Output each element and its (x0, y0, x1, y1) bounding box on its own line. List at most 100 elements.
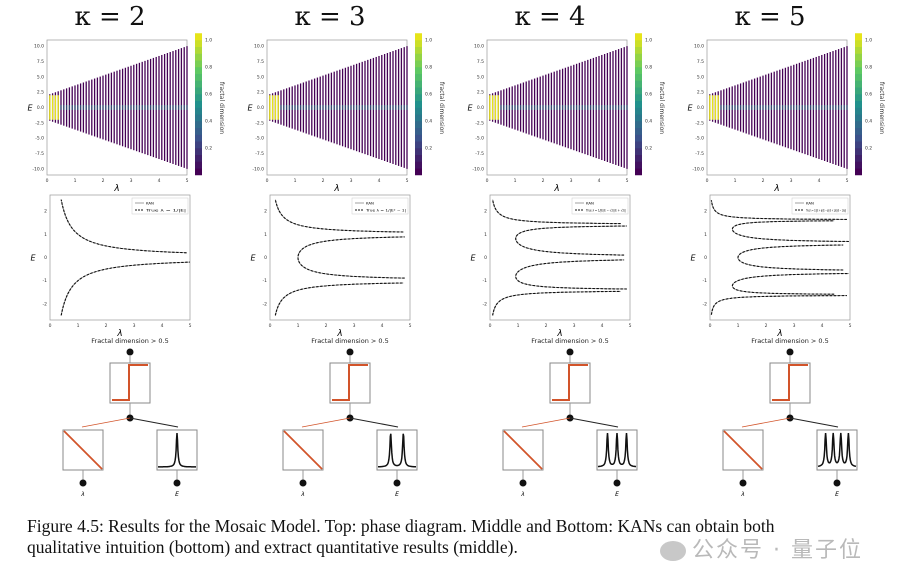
colorbar-tick: 0.6 (425, 92, 432, 98)
true-curve (515, 259, 627, 290)
colorbar-segment (195, 33, 202, 41)
phase-ytick: 2.5 (257, 90, 264, 96)
phase-ytick: -7.5 (475, 151, 484, 157)
colorbar-tick: 0.8 (425, 65, 432, 71)
colorbar-segment (195, 94, 202, 101)
peaks-function-curve (817, 432, 857, 468)
linear-function-curve (723, 430, 763, 470)
legend-kan-label: KAN (146, 201, 154, 206)
linear-function-curve (283, 430, 323, 470)
phase-xlabel: λ (333, 184, 339, 194)
mobility-xlabel: λ (116, 329, 122, 339)
colorbar-segment (195, 87, 202, 95)
colorbar-tick: 0.4 (205, 119, 212, 125)
phase-ytick: 10.0 (34, 44, 44, 50)
input-label-E: E (835, 491, 839, 498)
colorbar-segment (855, 100, 862, 108)
true-curve (60, 199, 187, 254)
mobility-ytick: 0 (484, 255, 487, 261)
watermark-text: 公众号 · 量子位 (692, 538, 863, 563)
colorbar-segment (195, 141, 202, 149)
phase-ytick: -7.5 (695, 151, 704, 157)
phase-ytick: -5.0 (255, 136, 264, 142)
mobility-frame (269, 194, 411, 321)
mobility-ytick: 2 (484, 209, 487, 215)
colorbar-segment (855, 80, 862, 88)
mobility-ytick: 1 (484, 232, 487, 238)
phase-xtick: 0 (486, 178, 489, 184)
peaks-activation-box (376, 429, 418, 471)
phase-xtick: 4 (598, 178, 601, 184)
colorbar-segment (415, 40, 422, 47)
mobility-frame (49, 194, 191, 321)
colorbar-segment (635, 94, 642, 101)
phase-ytick: 0.0 (257, 105, 264, 111)
true-curve (274, 282, 404, 316)
column-kappa-4: 0 1 2 3 4 5 10.0 7.5 5.0 2.5 0.0 -2.5 -5.0 -7.5 -10.0 λ… (467, 33, 665, 498)
phase-ytick: 10.0 (254, 44, 264, 50)
colorbar-segment (415, 127, 422, 135)
colorbar-segment (635, 60, 642, 68)
input-label-E: E (615, 491, 619, 498)
caption-line-2: qualitative intuition (bottom) and extra… (27, 537, 518, 557)
colorbar-segment (855, 134, 862, 142)
colorbar-tick: 0.4 (425, 119, 432, 125)
colorbar-segment (855, 107, 862, 115)
kan-edge-E (129, 417, 179, 428)
colorbar-segment (855, 53, 862, 61)
colorbar-tick: 0.8 (205, 65, 212, 71)
legend-true-label: True λ = 1/|E| (144, 209, 186, 213)
mobility-xlabel: λ (776, 329, 782, 339)
phase-xtick: 0 (266, 178, 269, 184)
colorbar-segment (415, 53, 422, 61)
colorbar-tick: 1.0 (425, 38, 432, 44)
colorbar-segment (855, 33, 862, 41)
true-curve (492, 290, 621, 316)
input-label-lambda: λ (300, 491, 305, 498)
legend-kan-label: KAN (586, 201, 594, 206)
kan-edge-lambda (81, 417, 131, 428)
phase-ylabel: E (687, 104, 693, 113)
phase-ytick: 5.0 (477, 74, 484, 80)
colorbar-segment (635, 154, 642, 162)
phase-ylabel: E (467, 104, 473, 113)
mobility-ytick: -1 (263, 278, 268, 284)
colorbar-tick: 0.8 (645, 65, 652, 71)
colorbar-segment (855, 46, 862, 54)
kan-edge-E (349, 417, 399, 428)
colorbar-label: fractal dimension (658, 82, 665, 134)
phase-xtick: 2 (762, 178, 765, 184)
phase-ytick: 7.5 (257, 59, 264, 65)
kan-edge-lambda (741, 417, 791, 428)
phase-ytick: 7.5 (697, 59, 704, 65)
phase-xtick: 5 (626, 178, 629, 184)
colorbar-segment (195, 127, 202, 135)
colorbar-segment (415, 46, 422, 54)
mobility-ytick: 0 (44, 255, 47, 261)
phase-ytick: 2.5 (37, 90, 44, 96)
phase-ytick: -5.0 (475, 136, 484, 142)
colorbar-tick: 1.0 (645, 38, 652, 44)
colorbar-segment (415, 60, 422, 68)
colorbar-tick: 0.2 (205, 146, 212, 152)
phase-ytick: 2.5 (477, 90, 484, 96)
colorbar-segment (415, 87, 422, 95)
colorbar-segment (415, 121, 422, 128)
mobility-xtick: 4 (821, 323, 824, 329)
peaks-function-curve (597, 432, 637, 468)
peaks-function-curve (378, 433, 416, 468)
legend-true-label: True λ = 1/|(E + φ)(E − φ)(E + 1/φ)(E − … (805, 209, 846, 213)
kappa-title-1: κ = 2 (74, 2, 146, 32)
colorbar-segment (635, 148, 642, 155)
colorbar-segment (855, 67, 862, 74)
mobility-xtick: 5 (409, 323, 412, 329)
colorbar-segment (415, 161, 422, 169)
kan-output-title: Fractal dimension > 0.5 (751, 337, 829, 345)
phase-xtick: 0 (46, 178, 49, 184)
kan-input-node-E (613, 479, 621, 487)
colorbar-segment (195, 148, 202, 155)
colorbar-segment (195, 46, 202, 54)
phase-xtick: 4 (158, 178, 161, 184)
phase-ytick: -10.0 (472, 166, 484, 172)
colorbar-segment (635, 121, 642, 128)
